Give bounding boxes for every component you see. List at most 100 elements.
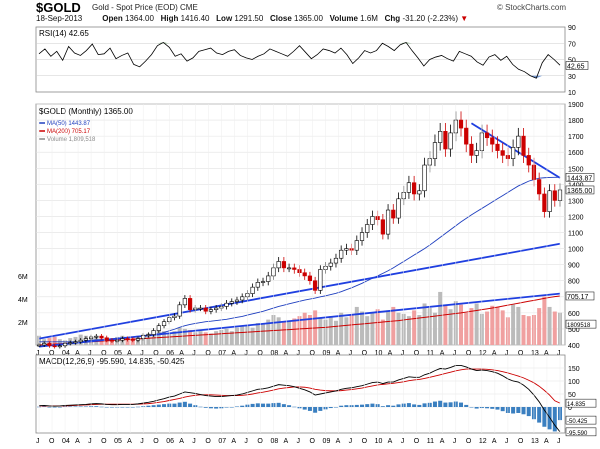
volume-bar	[292, 318, 297, 345]
volume-bar	[469, 308, 474, 345]
candle-body	[438, 131, 443, 143]
candle-body	[198, 307, 203, 310]
candle-body	[73, 341, 78, 344]
macd-last-label: 14.835	[567, 402, 586, 408]
candle-body	[177, 304, 182, 317]
volume-tick-label: 6M	[18, 274, 28, 281]
candle-body	[130, 339, 135, 341]
rsi-tick-label: 50	[568, 58, 576, 65]
rsi-panel: RSI(14) 42.65 90 70 50 30 10 42.65	[35, 25, 589, 97]
volume-bar	[172, 331, 177, 345]
candle-body	[120, 338, 125, 341]
volume-bar	[526, 316, 531, 345]
candle-body	[354, 240, 359, 251]
x-tick-label: 11	[427, 438, 434, 445]
volume-bar	[240, 326, 245, 345]
volume-bar	[511, 304, 516, 345]
x-tick-label: A	[283, 350, 288, 357]
volume-bar	[485, 311, 490, 345]
candle-body	[432, 142, 438, 159]
price-tick-label: 500	[568, 327, 580, 334]
symbol-subtitle: Gold - Spot Price (EOD) CME	[92, 3, 198, 12]
macd-histogram-bar	[396, 404, 401, 407]
candle-body	[521, 135, 526, 156]
volume-bar	[464, 312, 469, 345]
volume-bar	[412, 310, 417, 345]
candle-body	[276, 261, 281, 269]
volume-last-label: 1809518	[567, 323, 591, 329]
volume-bar	[214, 331, 219, 345]
candle-body	[172, 315, 177, 318]
macd-histogram-bar	[208, 407, 213, 409]
volume-label: Volume	[329, 14, 358, 23]
volume-bar	[459, 304, 464, 345]
macd-histogram-bar	[234, 406, 239, 407]
candle-body	[469, 143, 474, 156]
volume-bar	[318, 317, 323, 345]
volume-bar	[391, 306, 396, 345]
macd-histogram-bar	[365, 404, 370, 407]
x-tick-label: J	[140, 350, 144, 357]
legend-label: MA(200) 705.17	[47, 129, 91, 135]
rsi-tick-label: 10	[568, 90, 576, 97]
macd-histogram-bar	[537, 407, 542, 423]
price-tick-label: 1600	[568, 150, 584, 157]
macd-histogram-bar	[287, 405, 292, 407]
x-tick-label: J	[505, 438, 509, 445]
macd-histogram-bar	[57, 407, 62, 408]
candle-body	[344, 248, 349, 251]
macd-tick-label: 0	[568, 405, 572, 412]
candle-body	[547, 190, 552, 212]
rsi-tick-label: 70	[568, 41, 576, 48]
x-tick-label: O	[205, 438, 211, 445]
x-tick-label: A	[283, 438, 288, 445]
x-tick-label: A	[440, 350, 445, 357]
x-tick-label: 12	[479, 438, 487, 445]
macd-histogram-bar	[469, 407, 474, 408]
candle-body	[83, 338, 88, 341]
volume-bar	[365, 316, 370, 345]
x-tick-label: O	[518, 438, 524, 445]
macd-histogram-bar	[224, 407, 229, 408]
price-last-label: 1443.87	[567, 175, 592, 182]
candle-body	[443, 131, 448, 150]
macd-histogram-bar	[328, 407, 333, 409]
macd-histogram-bar	[474, 407, 479, 409]
macd-histogram-bar	[354, 404, 359, 407]
macd-histogram-bar	[229, 407, 234, 408]
x-tick-label: O	[153, 350, 159, 357]
macd-histogram-bar	[438, 400, 443, 407]
macd-histogram-bar	[281, 404, 286, 407]
candle-body	[396, 198, 401, 219]
macd-histogram-bar	[47, 407, 52, 408]
macd-histogram-bar	[125, 407, 130, 408]
volume-bar	[386, 310, 391, 345]
low-label: Low	[216, 14, 233, 23]
candle-body	[511, 147, 516, 159]
x-tick-label: O	[257, 350, 263, 357]
macd-histogram-bar	[266, 403, 271, 407]
candle-body	[229, 301, 234, 304]
volume-bar	[146, 333, 151, 345]
volume-bar	[448, 309, 453, 345]
macd-histogram-bar	[203, 407, 208, 408]
x-tick-label: 13	[531, 438, 539, 445]
candle-body	[339, 249, 344, 259]
macd-histogram-bar	[42, 406, 47, 407]
candle-body	[203, 307, 208, 312]
candle-body	[52, 345, 57, 348]
candle-body	[552, 190, 557, 201]
price-last-label: 1365.00	[567, 188, 592, 195]
x-tick-label: 08	[270, 438, 278, 445]
macd-histogram-bar	[313, 407, 318, 413]
candle-body	[412, 182, 417, 195]
x-tick-label: J	[297, 438, 301, 445]
price-tick-label: 1800	[568, 118, 584, 125]
macd-histogram-bar	[511, 407, 516, 414]
macd-histogram-bar	[83, 406, 88, 407]
macd-histogram-bar	[109, 407, 114, 408]
candle-body	[542, 193, 547, 212]
volume-bar	[542, 296, 547, 345]
volume-bar	[125, 338, 130, 345]
